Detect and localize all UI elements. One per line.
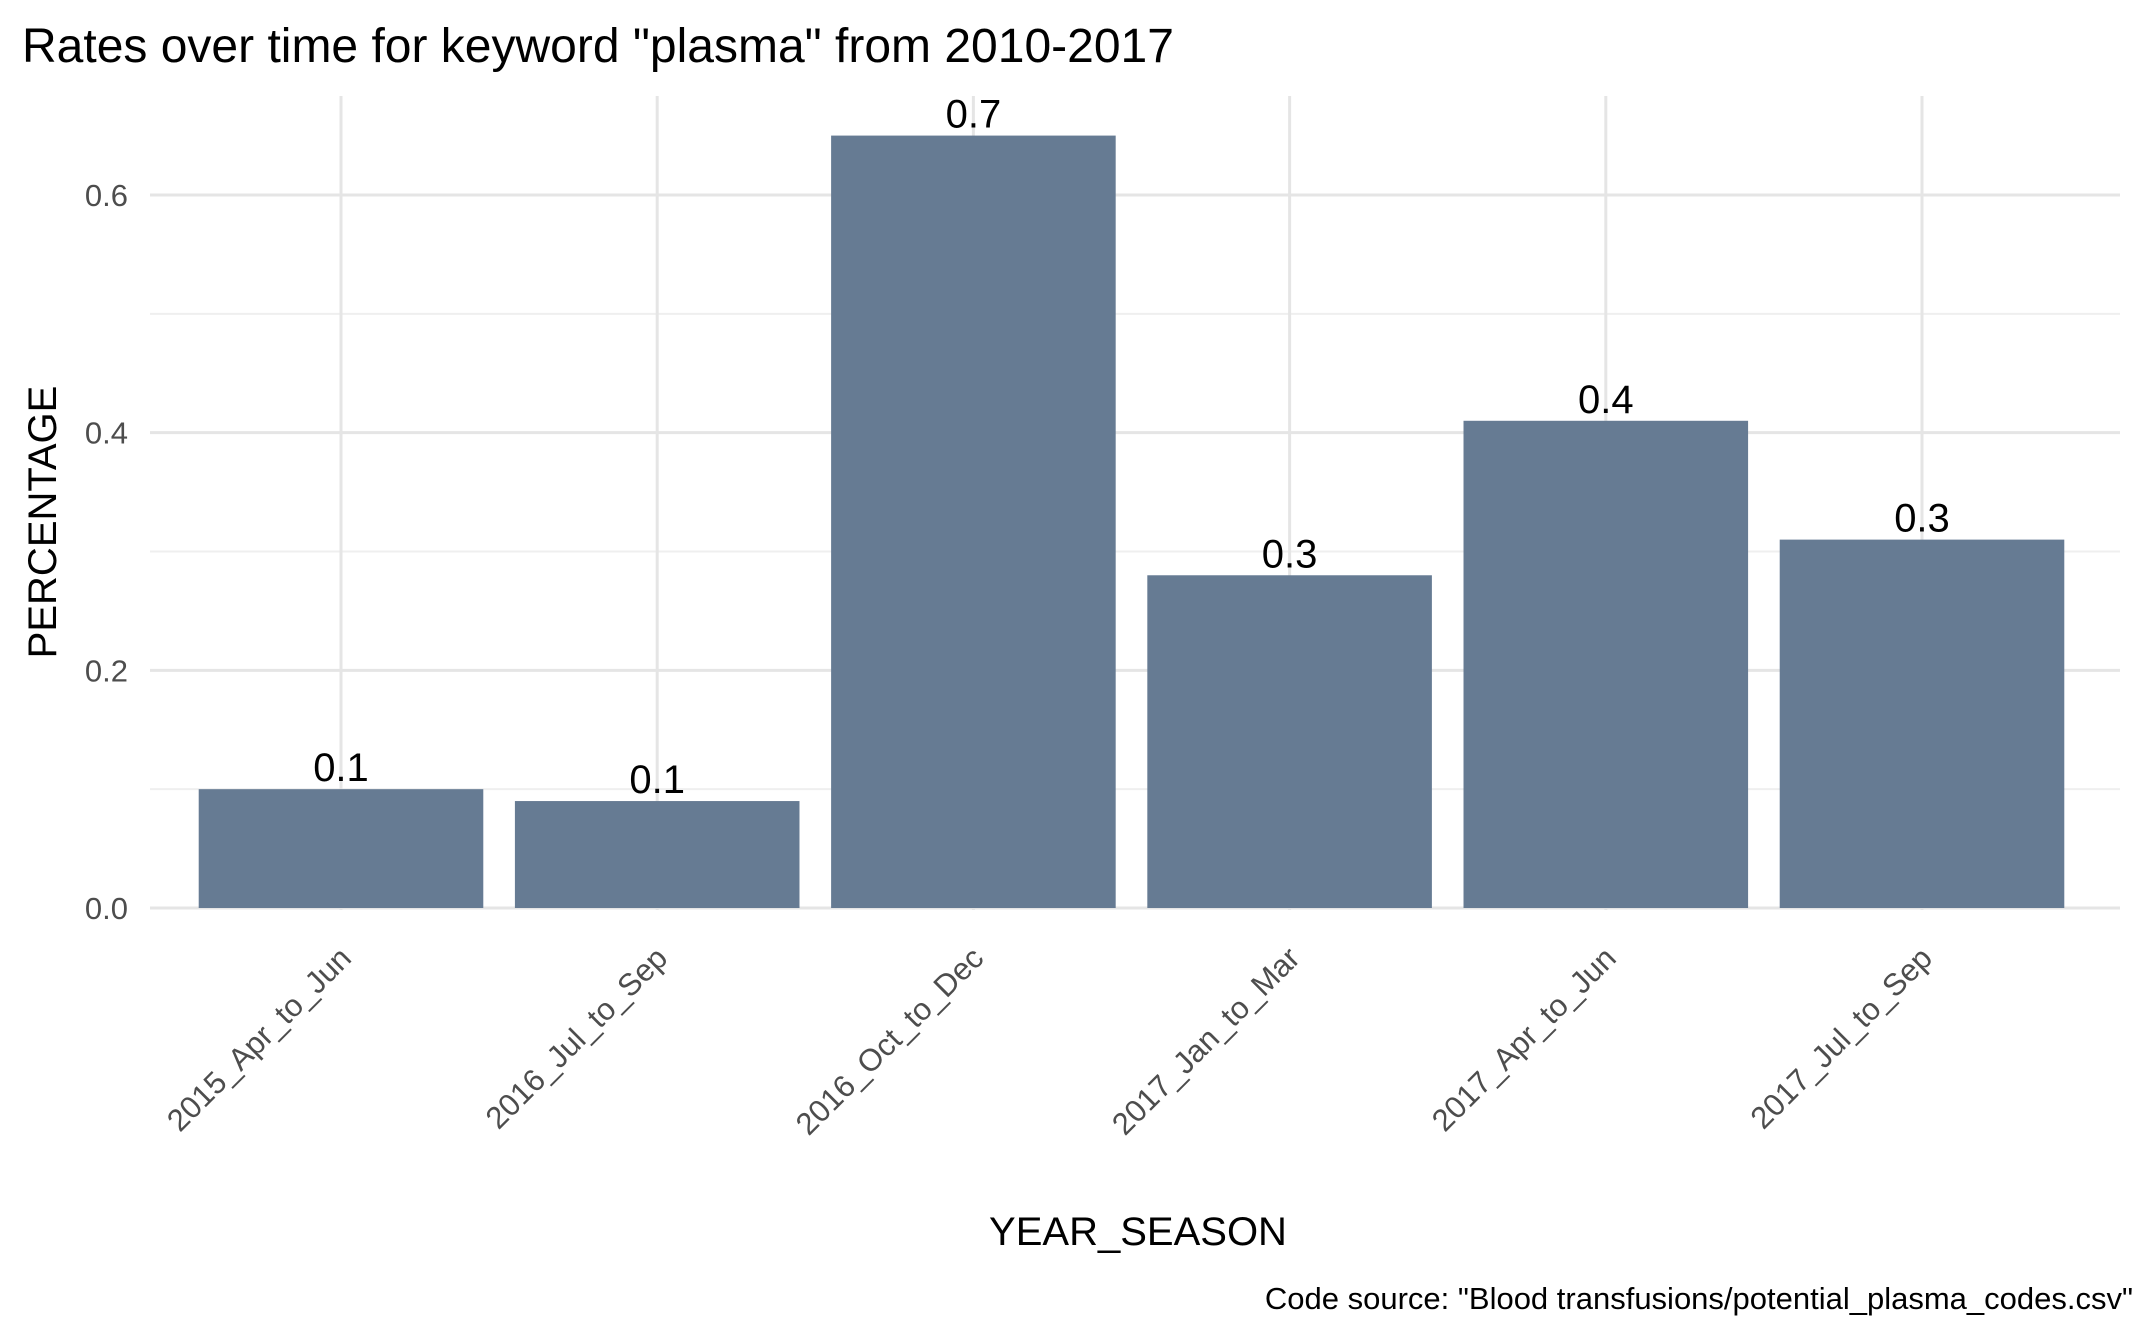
y-tick-label: 0.0	[85, 891, 128, 926]
y-axis-ticks: 0.0 0.2 0.4 0.6	[85, 178, 128, 926]
x-tick-label: 2015_Apr_to_Jun	[160, 940, 358, 1138]
data-label: 0.1	[629, 758, 685, 802]
y-tick-label: 0.6	[85, 178, 128, 213]
bar	[1463, 420, 1749, 908]
x-tick-label: 2017_Jan_to_Mar	[1105, 940, 1306, 1141]
chart-caption: Code source: "Blood transfusions/potenti…	[1265, 1281, 2133, 1316]
data-label: 0.3	[1262, 532, 1318, 576]
y-tick-label: 0.2	[85, 653, 128, 688]
data-label: 0.3	[1894, 497, 1950, 541]
data-labels: 0.1 0.1 0.7 0.3 0.4 0.3	[313, 93, 1950, 802]
chart-title: Rates over time for keyword "plasma" fro…	[22, 20, 1174, 73]
data-label: 0.4	[1578, 378, 1634, 422]
data-label: 0.7	[946, 93, 1002, 137]
bar	[1779, 539, 2065, 908]
data-label: 0.1	[313, 746, 369, 790]
bars	[198, 135, 2065, 909]
bar	[831, 135, 1116, 909]
y-tick-label: 0.4	[85, 416, 128, 451]
x-tick-label: 2017_Apr_to_Jun	[1425, 940, 1623, 1138]
x-tick-label: 2016_Oct_to_Dec	[789, 940, 990, 1141]
bar	[1147, 575, 1432, 908]
bar	[514, 801, 800, 908]
x-tick-label: 2016_Jul_to_Sep	[479, 940, 674, 1135]
x-axis-title: YEAR_SEASON	[989, 1210, 1287, 1254]
bar	[198, 789, 484, 908]
x-axis-ticks: 2015_Apr_to_Jun 2016_Jul_to_Sep 2016_Oct_t…	[160, 940, 1939, 1141]
y-axis-title: PERCENTAGE	[21, 386, 65, 659]
x-tick-label: 2017_Jul_to_Sep	[1744, 940, 1939, 1135]
